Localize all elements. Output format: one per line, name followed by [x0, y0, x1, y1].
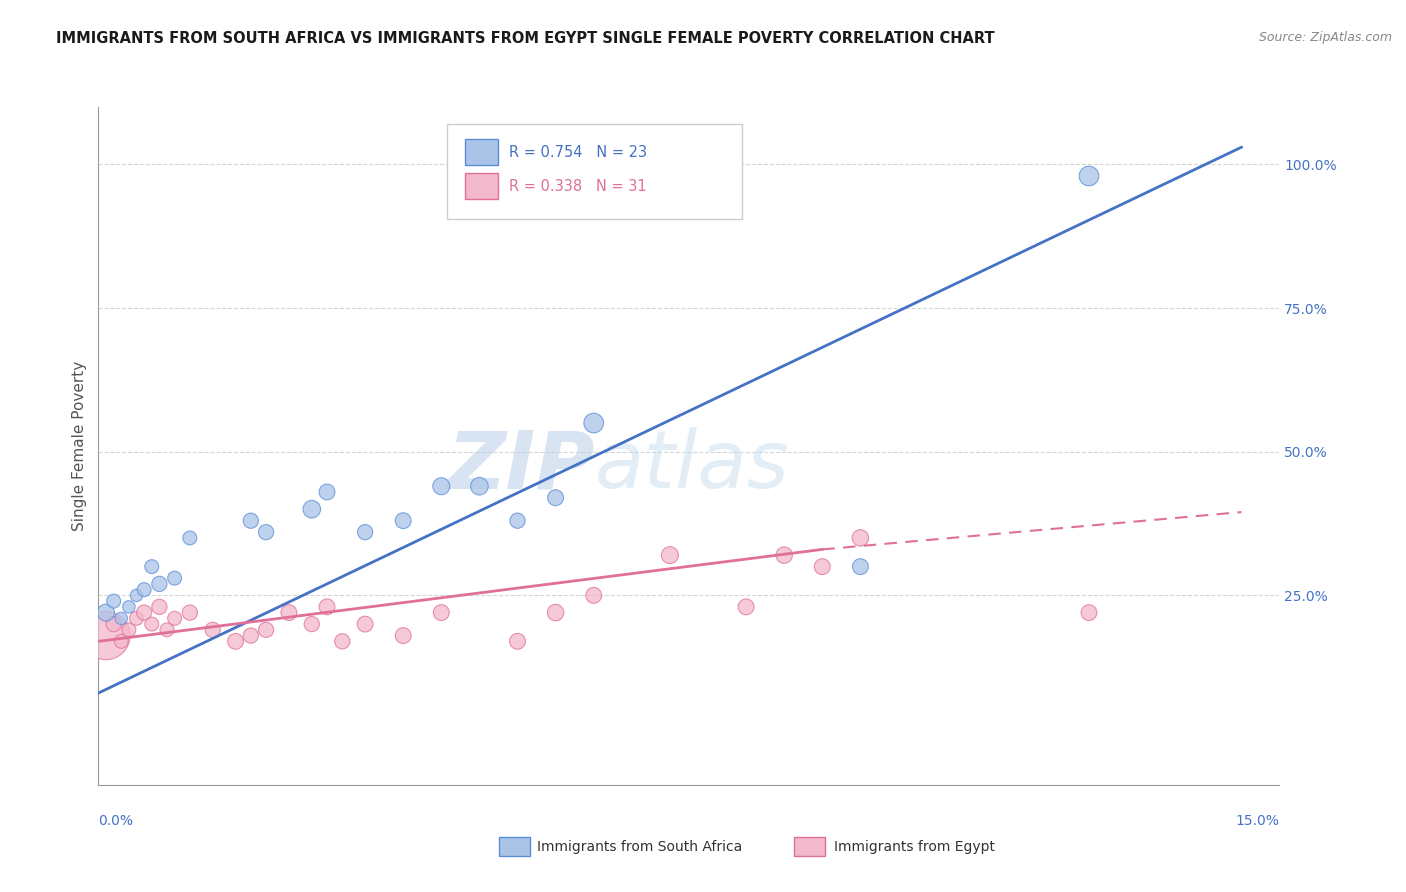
Point: [179, 606, 201, 620]
Point: [277, 606, 299, 620]
Point: [849, 531, 872, 545]
Text: Immigrants from Egypt: Immigrants from Egypt: [834, 839, 995, 854]
Point: [94, 629, 117, 643]
Point: [430, 606, 453, 620]
Point: [544, 606, 567, 620]
Point: [544, 491, 567, 505]
Y-axis label: Single Female Poverty: Single Female Poverty: [72, 361, 87, 531]
Text: atlas: atlas: [595, 427, 789, 506]
Point: [163, 571, 186, 585]
Text: R = 0.338   N = 31: R = 0.338 N = 31: [509, 179, 647, 194]
FancyBboxPatch shape: [447, 124, 742, 219]
Point: [301, 617, 323, 632]
Point: [225, 634, 247, 648]
Point: [392, 629, 415, 643]
Point: [506, 634, 529, 648]
Point: [773, 548, 796, 562]
Point: [849, 559, 872, 574]
Point: [103, 617, 125, 632]
Point: [125, 588, 148, 602]
FancyBboxPatch shape: [464, 139, 498, 165]
Point: [239, 514, 262, 528]
FancyBboxPatch shape: [464, 173, 498, 199]
Point: [430, 479, 453, 493]
Text: 15.0%: 15.0%: [1236, 814, 1279, 828]
Point: [506, 514, 529, 528]
Point: [103, 594, 125, 608]
Point: [254, 623, 277, 637]
Point: [110, 634, 132, 648]
Point: [1078, 606, 1101, 620]
Point: [125, 611, 148, 625]
Point: [354, 617, 377, 632]
Point: [141, 617, 163, 632]
Point: [316, 485, 339, 500]
Point: [156, 623, 179, 637]
Point: [392, 514, 415, 528]
Point: [134, 606, 156, 620]
Point: [201, 623, 224, 637]
Point: [94, 606, 117, 620]
Point: [134, 582, 156, 597]
Point: [811, 559, 834, 574]
Point: [354, 525, 377, 540]
Text: ZIP: ZIP: [447, 427, 595, 506]
Text: IMMIGRANTS FROM SOUTH AFRICA VS IMMIGRANTS FROM EGYPT SINGLE FEMALE POVERTY CORR: IMMIGRANTS FROM SOUTH AFRICA VS IMMIGRAN…: [56, 31, 995, 46]
Point: [582, 588, 605, 602]
Point: [118, 623, 141, 637]
Text: Source: ZipAtlas.com: Source: ZipAtlas.com: [1258, 31, 1392, 45]
Point: [330, 634, 353, 648]
Point: [239, 629, 262, 643]
Point: [301, 502, 323, 516]
Text: 0.0%: 0.0%: [98, 814, 134, 828]
Point: [110, 611, 132, 625]
Point: [148, 599, 170, 614]
Point: [141, 559, 163, 574]
Point: [163, 611, 186, 625]
Point: [658, 548, 681, 562]
Point: [735, 599, 758, 614]
Text: Immigrants from South Africa: Immigrants from South Africa: [537, 839, 742, 854]
Point: [118, 599, 141, 614]
Point: [1078, 169, 1101, 183]
Point: [148, 577, 170, 591]
Text: R = 0.754   N = 23: R = 0.754 N = 23: [509, 145, 648, 160]
Point: [316, 599, 339, 614]
Point: [254, 525, 277, 540]
Point: [468, 479, 491, 493]
Point: [582, 416, 605, 430]
Point: [179, 531, 201, 545]
